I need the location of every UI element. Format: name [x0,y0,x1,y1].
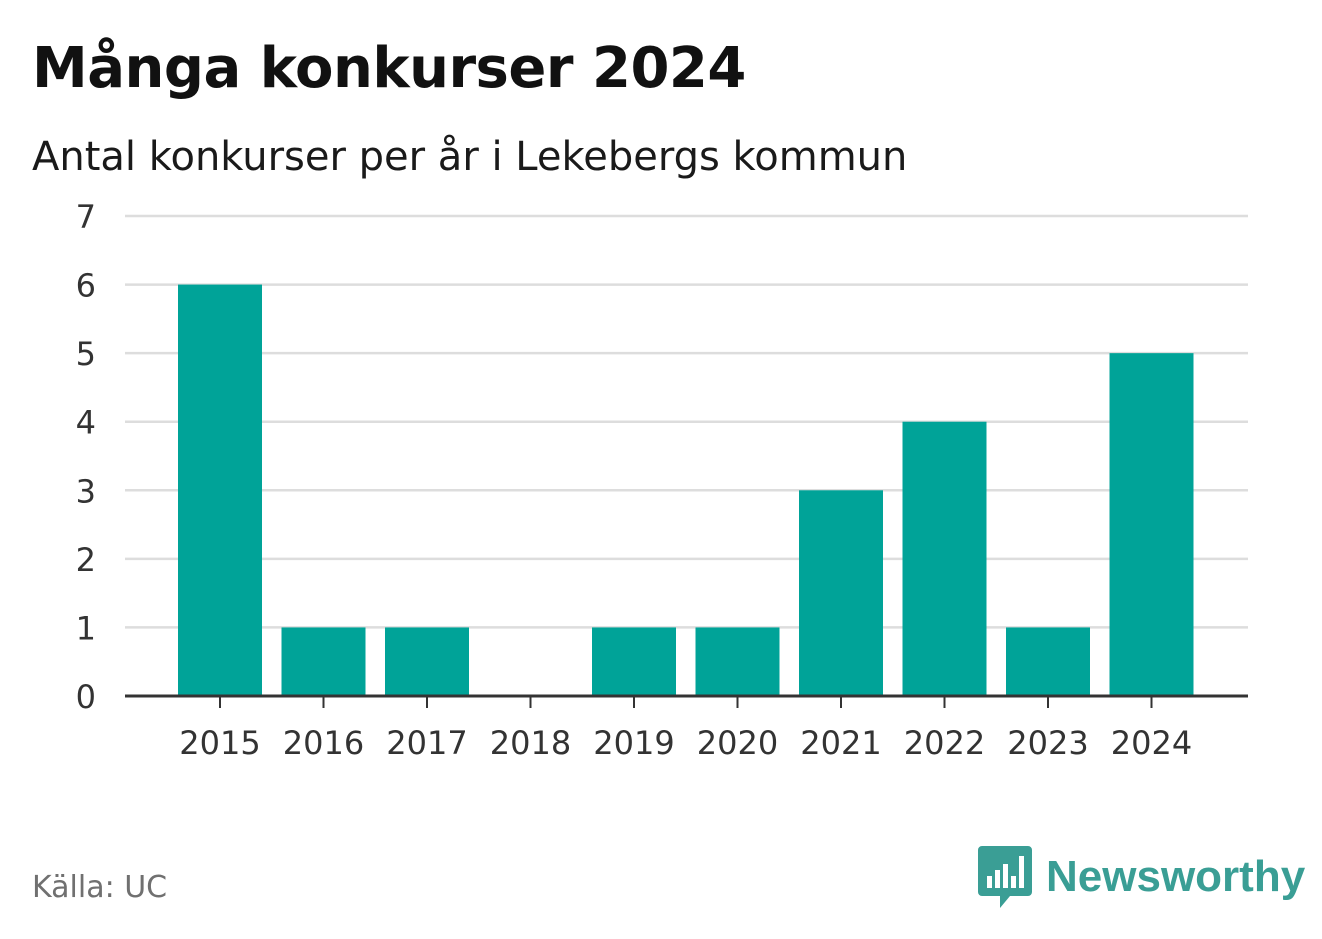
bar [1006,627,1090,696]
y-tick-label: 4 [76,404,96,442]
x-tick-label: 2018 [490,724,571,762]
source-note: Källa: UC [32,870,168,905]
y-tick-label: 2 [76,541,96,579]
bar-chart: 0 1 2 3 4 5 6 7 2015 2016 2017 2018 2019 2020 2021 202… [76,198,1248,762]
chart-subtitle: Antal konkurser per år i Lekebergs kommu… [32,134,908,180]
x-tick-label: 2024 [1111,724,1192,762]
x-tick-label: 2017 [386,724,467,762]
x-axis-ticks: 2015 2016 2017 2018 2019 2020 2021 2022 2023 2024 [179,696,1192,762]
bar [178,284,262,696]
brand-name: Newsworthy [1046,852,1306,901]
x-tick-label: 2022 [904,724,985,762]
x-tick-label: 2019 [593,724,674,762]
gridlines [125,214,1248,629]
bars [178,284,1194,696]
bar [281,627,366,696]
x-tick-label: 2016 [283,724,364,762]
y-tick-label: 3 [76,472,96,510]
x-tick-label: 2020 [697,724,778,762]
x-tick-label: 2015 [179,724,260,762]
bar [695,627,780,696]
y-tick-label: 7 [76,198,96,236]
y-tick-label: 0 [76,678,96,716]
bar [1109,353,1194,696]
bar [592,627,676,696]
bar [902,421,987,696]
bar [799,490,883,696]
y-tick-label: 1 [76,609,96,647]
x-tick-label: 2021 [800,724,881,762]
y-axis-ticks: 0 1 2 3 4 5 6 7 [76,198,96,716]
y-tick-label: 6 [76,267,96,305]
chart-bubble-icon [978,846,1032,908]
chart-title: Många konkurser 2024 [32,36,746,101]
brand-logo: Newsworthy [978,846,1305,908]
x-tick-label: 2023 [1007,724,1088,762]
bar [385,627,469,696]
y-tick-label: 5 [76,335,96,373]
